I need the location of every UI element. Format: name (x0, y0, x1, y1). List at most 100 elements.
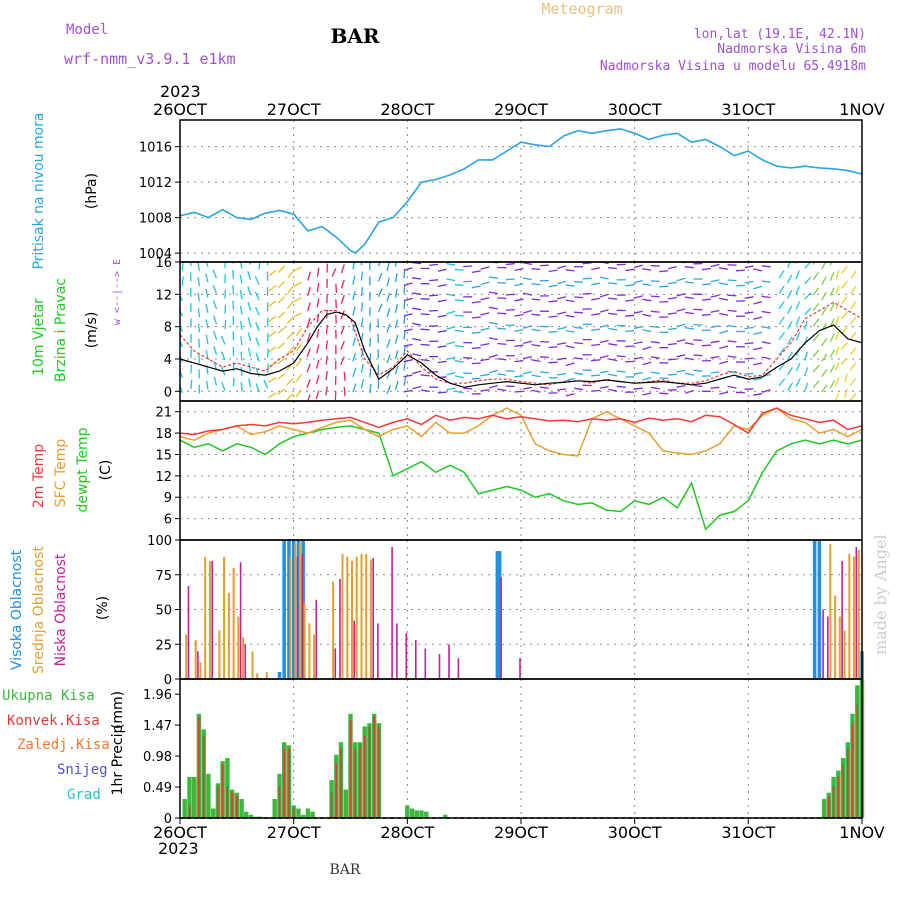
wind-arrow (608, 343, 618, 346)
wind-arrow (625, 283, 635, 287)
wind-arrow (531, 267, 541, 270)
wind-arrow (557, 280, 567, 285)
mid_cloud-bar (369, 559, 372, 679)
wind-arrow (394, 334, 399, 344)
wind-arrow (835, 285, 840, 295)
wind-arrow (840, 311, 848, 320)
total-precip-bar (182, 799, 187, 818)
wind-arrow (268, 346, 277, 353)
wind-arrow (181, 276, 184, 286)
wind-arrow (394, 350, 399, 360)
wind-arrow (591, 313, 601, 316)
wind-arrow (403, 315, 406, 325)
wind-arrow (488, 321, 498, 325)
wind-arrow (565, 362, 575, 367)
wind-arrow (489, 354, 498, 359)
total-precip-bar (409, 808, 415, 818)
wind-arrow (437, 391, 447, 394)
mid_cloud-bar (208, 560, 211, 679)
wind-arrow (710, 325, 720, 329)
wind-arrow (718, 282, 729, 286)
wind-arrow (480, 327, 490, 331)
wind-arrow (446, 310, 456, 315)
conv-precip-bar (368, 726, 371, 818)
wind-arrow (599, 370, 609, 374)
total-precip-bar (187, 776, 192, 818)
y-tick-label: 18 (155, 427, 172, 442)
wind-arrow (557, 265, 567, 270)
wind-arrow (625, 299, 635, 302)
wind-arrow (667, 266, 677, 270)
wind-arrow (287, 270, 294, 279)
wind-arrow (727, 385, 737, 389)
wind-arrow (446, 326, 456, 330)
conv-precip-bar (837, 776, 840, 818)
wind-arrow (446, 278, 456, 282)
wind-arrow (616, 385, 626, 388)
high_cloud-bar (277, 672, 282, 679)
wind-arrow (633, 326, 643, 330)
mid_cloud-bar (346, 556, 349, 679)
wind-arrow (268, 392, 277, 399)
wind-arrow (795, 362, 801, 372)
wind-arrow (213, 376, 218, 386)
high_cloud-bar (812, 540, 817, 679)
wind-arrow (787, 274, 793, 284)
wind-arrow (266, 348, 269, 358)
wind-arrow (849, 362, 857, 371)
mid_cloud-bar (355, 556, 358, 679)
wind-arrow (778, 270, 785, 279)
wind-arrow (360, 379, 365, 389)
wind-arrow (277, 265, 286, 273)
wind-arrow (591, 374, 601, 377)
legend-total-precip: Ukupna Kisa (2, 688, 95, 704)
wind-arrow (556, 372, 567, 376)
wind-arrow (642, 392, 652, 396)
pressure-label: Pritisak na nivou mora (31, 112, 47, 269)
wind-arrow (316, 282, 320, 293)
wind-arrow (429, 279, 439, 282)
pressure-line (179, 128, 863, 255)
panel-frame (179, 539, 863, 680)
wind-arrow (403, 297, 413, 302)
wind-arrow (437, 299, 447, 303)
wind-arrow (360, 286, 364, 296)
wind-arrow (684, 281, 694, 284)
wind-arrow (268, 377, 277, 383)
wind-arrow (403, 313, 413, 317)
wind-arrow (480, 266, 490, 270)
wind-arrow (205, 304, 209, 314)
wind-arrow (514, 267, 524, 272)
wind-arrow (650, 341, 660, 344)
wind-arrow (684, 296, 694, 300)
wind-arrow (761, 310, 771, 314)
panel-frame (179, 261, 863, 402)
wind-arrow (463, 372, 473, 375)
y-tick-label: 75 (155, 569, 172, 584)
wind-arrow (514, 298, 524, 302)
wind-arrow (778, 362, 786, 371)
wind-arrow (787, 382, 794, 391)
y-tick-label: 0.49 (143, 781, 172, 796)
wind-arrow (523, 340, 533, 345)
wind-arrow (710, 263, 720, 268)
low_cloud-bar (187, 585, 190, 679)
wind-arrow (701, 267, 711, 271)
wind-arrow (693, 339, 703, 342)
wind-arrow (608, 267, 618, 270)
wind-arrow (522, 386, 533, 390)
wind-arrow (429, 294, 439, 297)
wind-arrow (247, 347, 252, 357)
wind-arrow (849, 377, 857, 386)
wind-arrow (386, 385, 392, 394)
wind-arrow (240, 336, 243, 346)
wind-arrow (198, 338, 201, 348)
wind-arrow (531, 359, 541, 363)
wind-arrow (599, 309, 609, 313)
legend-snow: Snijeg (57, 762, 108, 778)
wind-arrow (293, 266, 303, 272)
wind-arrow (315, 359, 320, 369)
wind-arrow (454, 314, 464, 317)
wind-arrow (505, 293, 515, 296)
wind-arrow (835, 331, 840, 341)
